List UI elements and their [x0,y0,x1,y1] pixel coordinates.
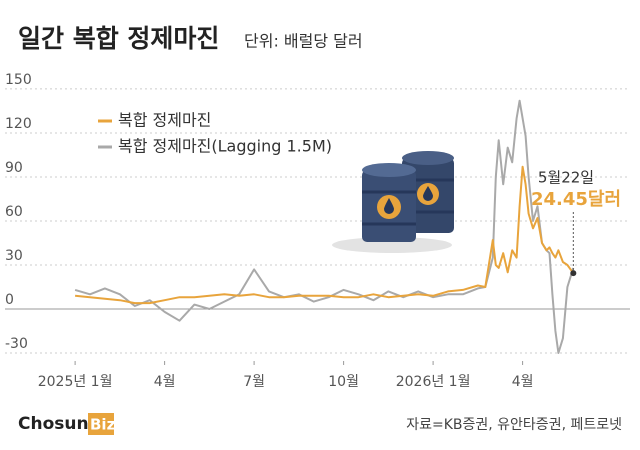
annotation-value: 24.45달러 [531,189,621,210]
y-tick-label: 120 [5,116,32,132]
x-tick-label: 2025년 1월 [38,374,113,390]
chart-title: 일간 복합 정제마진 [18,24,219,53]
end-point [570,270,577,277]
chart-subtitle: 단위: 배럴당 달러 [244,32,363,51]
x-tick-label: 4월 [512,374,534,390]
grid: -30 0 30 60 90 120 150 2025년 1월 4월 7월 10월 2026년 1월 4… [5,72,630,390]
barrel-illustration [332,151,454,253]
plot-area: 5월22일 24.45달러 [74,99,621,354]
annotation-date: 5월22일 [538,169,594,187]
y-tick-label: 150 [5,72,32,88]
x-tick-label: 2026년 1월 [396,374,471,390]
x-tick-label: 7월 [243,374,265,390]
y-tick-label: 90 [5,160,23,176]
logo-main: Chosun [18,414,89,434]
x-tick-label: 10월 [328,374,359,390]
series-line [75,165,575,305]
legend-label: 복합 정제마진(Lagging 1.5M) [118,137,332,156]
y-tick-label: 0 [5,292,14,308]
y-tick-label: 60 [5,204,23,220]
x-tick-label: 4월 [154,374,176,390]
logo-accent: Biz [90,416,116,434]
legend-label: 복합 정제마진 [118,111,211,130]
y-tick-label: -30 [5,336,28,352]
y-tick-label: 30 [5,248,23,264]
source: 자료=KB증권, 유안타증권, 페트로넷 [406,417,622,433]
logo-box [88,413,114,435]
